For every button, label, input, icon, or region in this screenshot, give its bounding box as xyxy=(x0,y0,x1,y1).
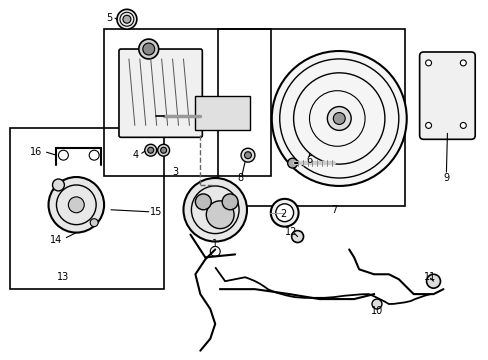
Circle shape xyxy=(161,147,166,153)
Circle shape xyxy=(425,122,431,129)
Circle shape xyxy=(287,158,297,168)
Text: 14: 14 xyxy=(50,234,62,244)
Circle shape xyxy=(270,199,298,227)
Circle shape xyxy=(117,9,137,29)
Text: 15: 15 xyxy=(149,207,162,217)
Text: 10: 10 xyxy=(370,306,382,316)
Bar xyxy=(10,129,163,289)
Text: 13: 13 xyxy=(57,272,69,282)
Circle shape xyxy=(68,197,84,213)
Circle shape xyxy=(147,147,153,153)
Circle shape xyxy=(206,201,234,229)
FancyBboxPatch shape xyxy=(119,49,202,137)
Text: 4: 4 xyxy=(133,150,139,160)
Circle shape xyxy=(144,144,156,156)
Circle shape xyxy=(459,122,466,129)
Text: 6: 6 xyxy=(306,155,312,165)
Circle shape xyxy=(275,204,293,222)
Circle shape xyxy=(52,179,64,191)
FancyBboxPatch shape xyxy=(419,52,474,139)
Text: 2: 2 xyxy=(280,209,286,219)
Bar xyxy=(195,96,249,130)
Text: 9: 9 xyxy=(443,173,448,183)
Circle shape xyxy=(425,60,431,66)
Text: 3: 3 xyxy=(172,167,178,177)
Circle shape xyxy=(183,178,246,242)
Bar xyxy=(104,29,270,176)
Circle shape xyxy=(195,194,211,210)
Text: 11: 11 xyxy=(424,272,436,282)
Circle shape xyxy=(122,15,131,23)
Circle shape xyxy=(271,51,406,186)
Text: 7: 7 xyxy=(330,205,337,215)
Circle shape xyxy=(90,219,98,227)
Circle shape xyxy=(139,39,158,59)
Circle shape xyxy=(241,148,254,162)
Circle shape xyxy=(244,152,251,159)
Text: 12: 12 xyxy=(285,226,297,237)
Circle shape xyxy=(326,107,350,130)
Circle shape xyxy=(222,194,238,210)
Circle shape xyxy=(142,43,154,55)
Circle shape xyxy=(426,274,440,288)
Circle shape xyxy=(291,231,303,243)
Circle shape xyxy=(333,113,345,125)
Circle shape xyxy=(157,144,169,156)
Bar xyxy=(218,29,404,206)
Text: 16: 16 xyxy=(29,147,41,157)
Text: 5: 5 xyxy=(106,13,112,23)
Circle shape xyxy=(371,299,381,309)
Text: 1: 1 xyxy=(212,239,218,249)
Circle shape xyxy=(48,177,104,233)
Circle shape xyxy=(459,60,466,66)
Text: 8: 8 xyxy=(237,173,243,183)
